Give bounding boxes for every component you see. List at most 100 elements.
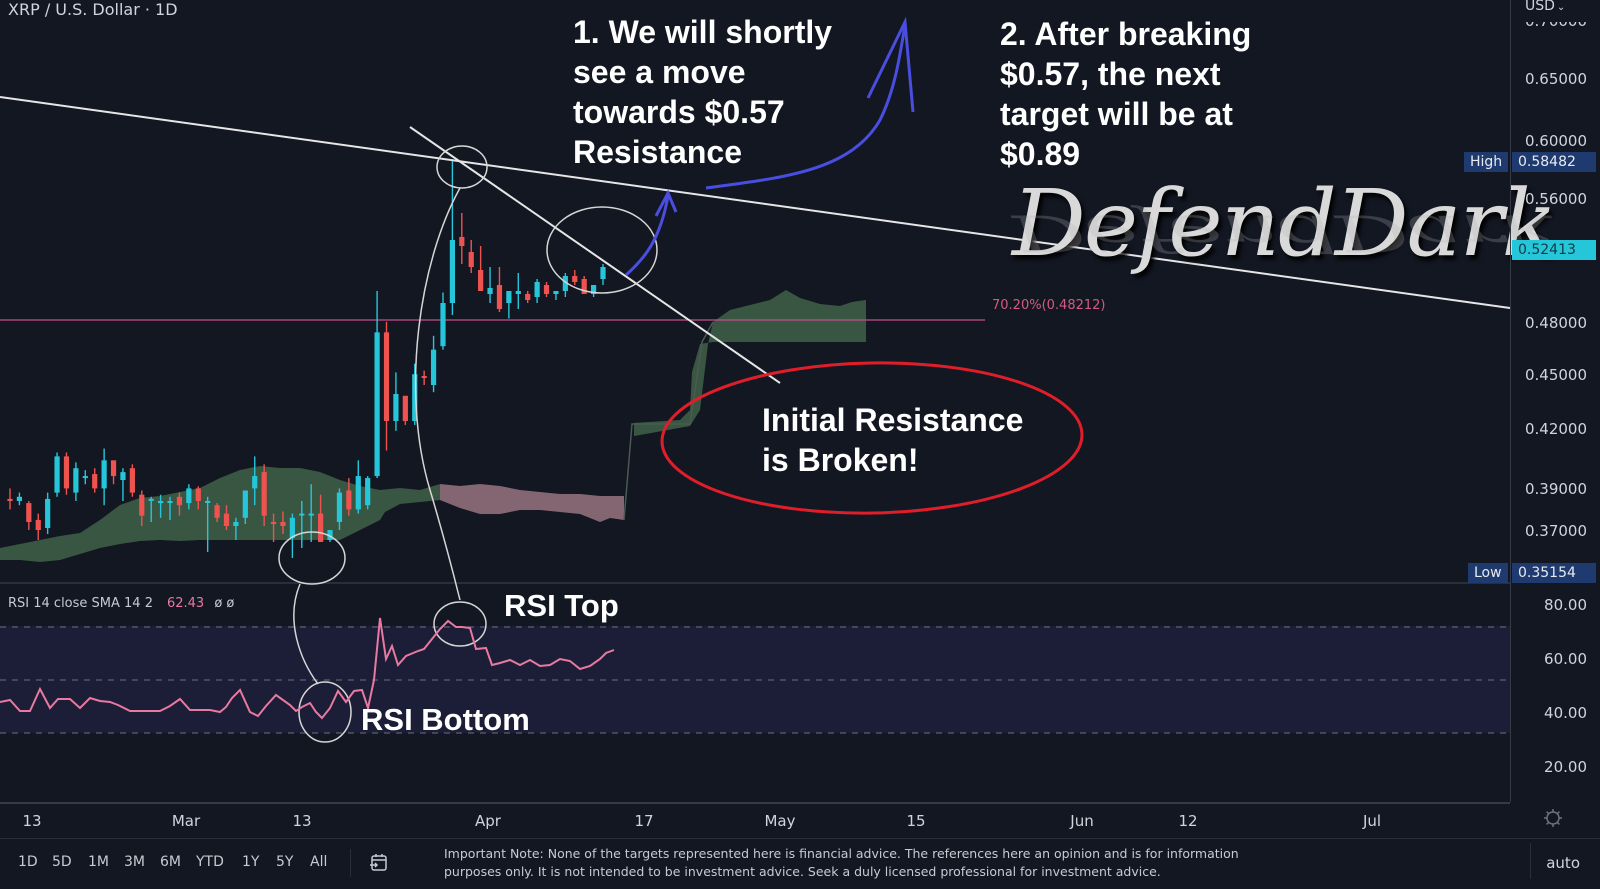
- rsi-legend[interactable]: RSI 14 close SMA 14 2 62.43 ø ø: [8, 596, 234, 611]
- timeframe-5d[interactable]: 5D: [52, 854, 72, 870]
- price-label: 0.39000: [1524, 480, 1587, 498]
- projection-arrow-long[interactable]: [705, 24, 907, 190]
- candle-body: [515, 291, 521, 294]
- timeframe-3m[interactable]: 3M: [124, 854, 145, 870]
- peak-circle[interactable]: [436, 145, 488, 189]
- bottom-circle[interactable]: [278, 531, 346, 585]
- timeframe-all[interactable]: All: [310, 854, 328, 870]
- resistance-broken-ellipse[interactable]: [660, 359, 1084, 516]
- toolbar-divider: [1530, 843, 1531, 879]
- candle-body: [430, 349, 437, 385]
- annotation-resistance-broken[interactable]: Initial Resistance is Broken!: [762, 402, 1024, 478]
- price-label: 0.70000: [1524, 12, 1587, 30]
- high-tag-value: 0.58482: [1512, 152, 1596, 172]
- candle-body: [63, 456, 70, 489]
- rsi-value: 62.43: [166, 596, 205, 611]
- candle-body: [129, 468, 135, 493]
- candle-body: [92, 474, 98, 489]
- leading-span-line: [623, 321, 714, 521]
- rsi-axis-label: 20.00: [1544, 758, 1587, 776]
- arrowhead-short-icon: [654, 189, 678, 217]
- annotation-note-2[interactable]: 2. After breaking $0.57, the next target…: [1000, 16, 1252, 172]
- auto-scale-toggle[interactable]: auto: [1546, 854, 1580, 872]
- price-label: 0.60000: [1524, 132, 1587, 150]
- candle-body: [562, 276, 568, 291]
- timeframe-6m[interactable]: 6M: [160, 854, 181, 870]
- candle-body: [101, 460, 107, 489]
- rsi-top-circle[interactable]: [433, 601, 487, 647]
- timeframe-5y[interactable]: 5Y: [276, 854, 294, 870]
- timeframe-1d[interactable]: 1D: [18, 854, 38, 870]
- date-range-icon[interactable]: [368, 852, 390, 878]
- rsi-axis-label: 80.00: [1544, 596, 1587, 614]
- consolidation-circle[interactable]: [546, 206, 658, 294]
- candle-body: [82, 476, 88, 479]
- divergence-connector-bottom: [293, 583, 319, 685]
- low-tag-value: 0.35154: [1512, 563, 1596, 583]
- annotation-rsi-bottom[interactable]: RSI Bottom: [361, 702, 530, 737]
- fib-level-label: 70.20%(0.48212): [992, 298, 1106, 313]
- candle-body: [543, 285, 550, 294]
- price-axis[interactable]: USD ⌄ 0.70000 0.65000 0.60000 0.56000 0.4…: [1510, 0, 1600, 802]
- candle-body: [572, 276, 578, 282]
- candle-body: [346, 490, 352, 510]
- time-axis-label: 12: [1178, 812, 1198, 830]
- candle-body: [16, 496, 23, 501]
- rsi-axis-label: 60.00: [1544, 650, 1587, 668]
- ichimoku-cloud-future: [634, 290, 866, 436]
- candle-body: [148, 498, 154, 501]
- candle-body: [120, 472, 126, 480]
- rsi-band: [0, 626, 1510, 733]
- candle-body: [365, 478, 371, 506]
- annotation-rsi-top[interactable]: RSI Top: [504, 588, 619, 623]
- candle-body: [299, 513, 305, 516]
- annotation-note-1[interactable]: 1. We will shortly see a move towards $0…: [573, 14, 833, 170]
- candle-body: [487, 288, 493, 294]
- candle-body: [590, 285, 597, 294]
- low-tag-label: Low: [1468, 563, 1508, 583]
- time-axis-label: 17: [634, 812, 654, 830]
- chevron-down-icon: ⌄: [1556, 2, 1566, 13]
- long-resistance-trendline[interactable]: [0, 96, 1510, 309]
- price-label: 0.65000: [1524, 70, 1587, 88]
- rsi-legend-label: RSI 14 close SMA 14 2: [8, 596, 153, 611]
- candle-body: [54, 456, 60, 493]
- settings-gear-icon[interactable]: [1543, 808, 1563, 828]
- price-label: 0.45000: [1524, 366, 1587, 384]
- timeframe-ytd[interactable]: YTD: [196, 854, 224, 870]
- time-axis-label: Jun: [1070, 812, 1094, 830]
- last-price-tag: 0.52413: [1512, 240, 1596, 260]
- candle-body: [553, 291, 559, 294]
- candle-body: [167, 501, 173, 503]
- bottom-toolbar: 1D 5D 1M 3M 6M YTD 1Y 5Y All Important N…: [0, 838, 1600, 889]
- candle-body: [383, 332, 390, 421]
- candle-body: [35, 519, 41, 530]
- divergence-connector-top: [414, 187, 461, 601]
- chart-title: XRP / U.S. Dollar · 1D: [8, 0, 178, 19]
- time-axis-label: Apr: [475, 812, 501, 830]
- candle-body: [478, 270, 484, 291]
- candle-body: [195, 488, 201, 501]
- time-axis[interactable]: 13 Mar 13 Apr 17 May 15 Jun 12 Jul: [0, 802, 1510, 840]
- currency-selector[interactable]: USD ⌄: [1525, 0, 1565, 14]
- timeframe-1m[interactable]: 1M: [88, 854, 109, 870]
- time-axis-label: 15: [906, 812, 926, 830]
- candle-body: [186, 488, 192, 504]
- short-resistance-trendline[interactable]: [409, 126, 781, 384]
- time-axis-label: Mar: [171, 812, 201, 830]
- candle-body: [336, 492, 343, 522]
- ichimoku-cloud-bear: [440, 484, 624, 522]
- candle-body: [402, 395, 408, 421]
- chart-canvas[interactable]: [0, 0, 1510, 802]
- candle-body: [440, 303, 446, 347]
- candle-body: [205, 501, 211, 503]
- candle-body: [327, 530, 333, 540]
- candle-body: [289, 517, 295, 538]
- candle-body: [308, 513, 314, 516]
- arrowhead-long-icon: [866, 16, 915, 113]
- timeframe-1y[interactable]: 1Y: [242, 854, 260, 870]
- candle-body: [26, 503, 32, 522]
- projection-arrow-short[interactable]: [624, 195, 670, 277]
- rsi-bottom-circle[interactable]: [298, 681, 352, 743]
- candle-body: [318, 513, 324, 542]
